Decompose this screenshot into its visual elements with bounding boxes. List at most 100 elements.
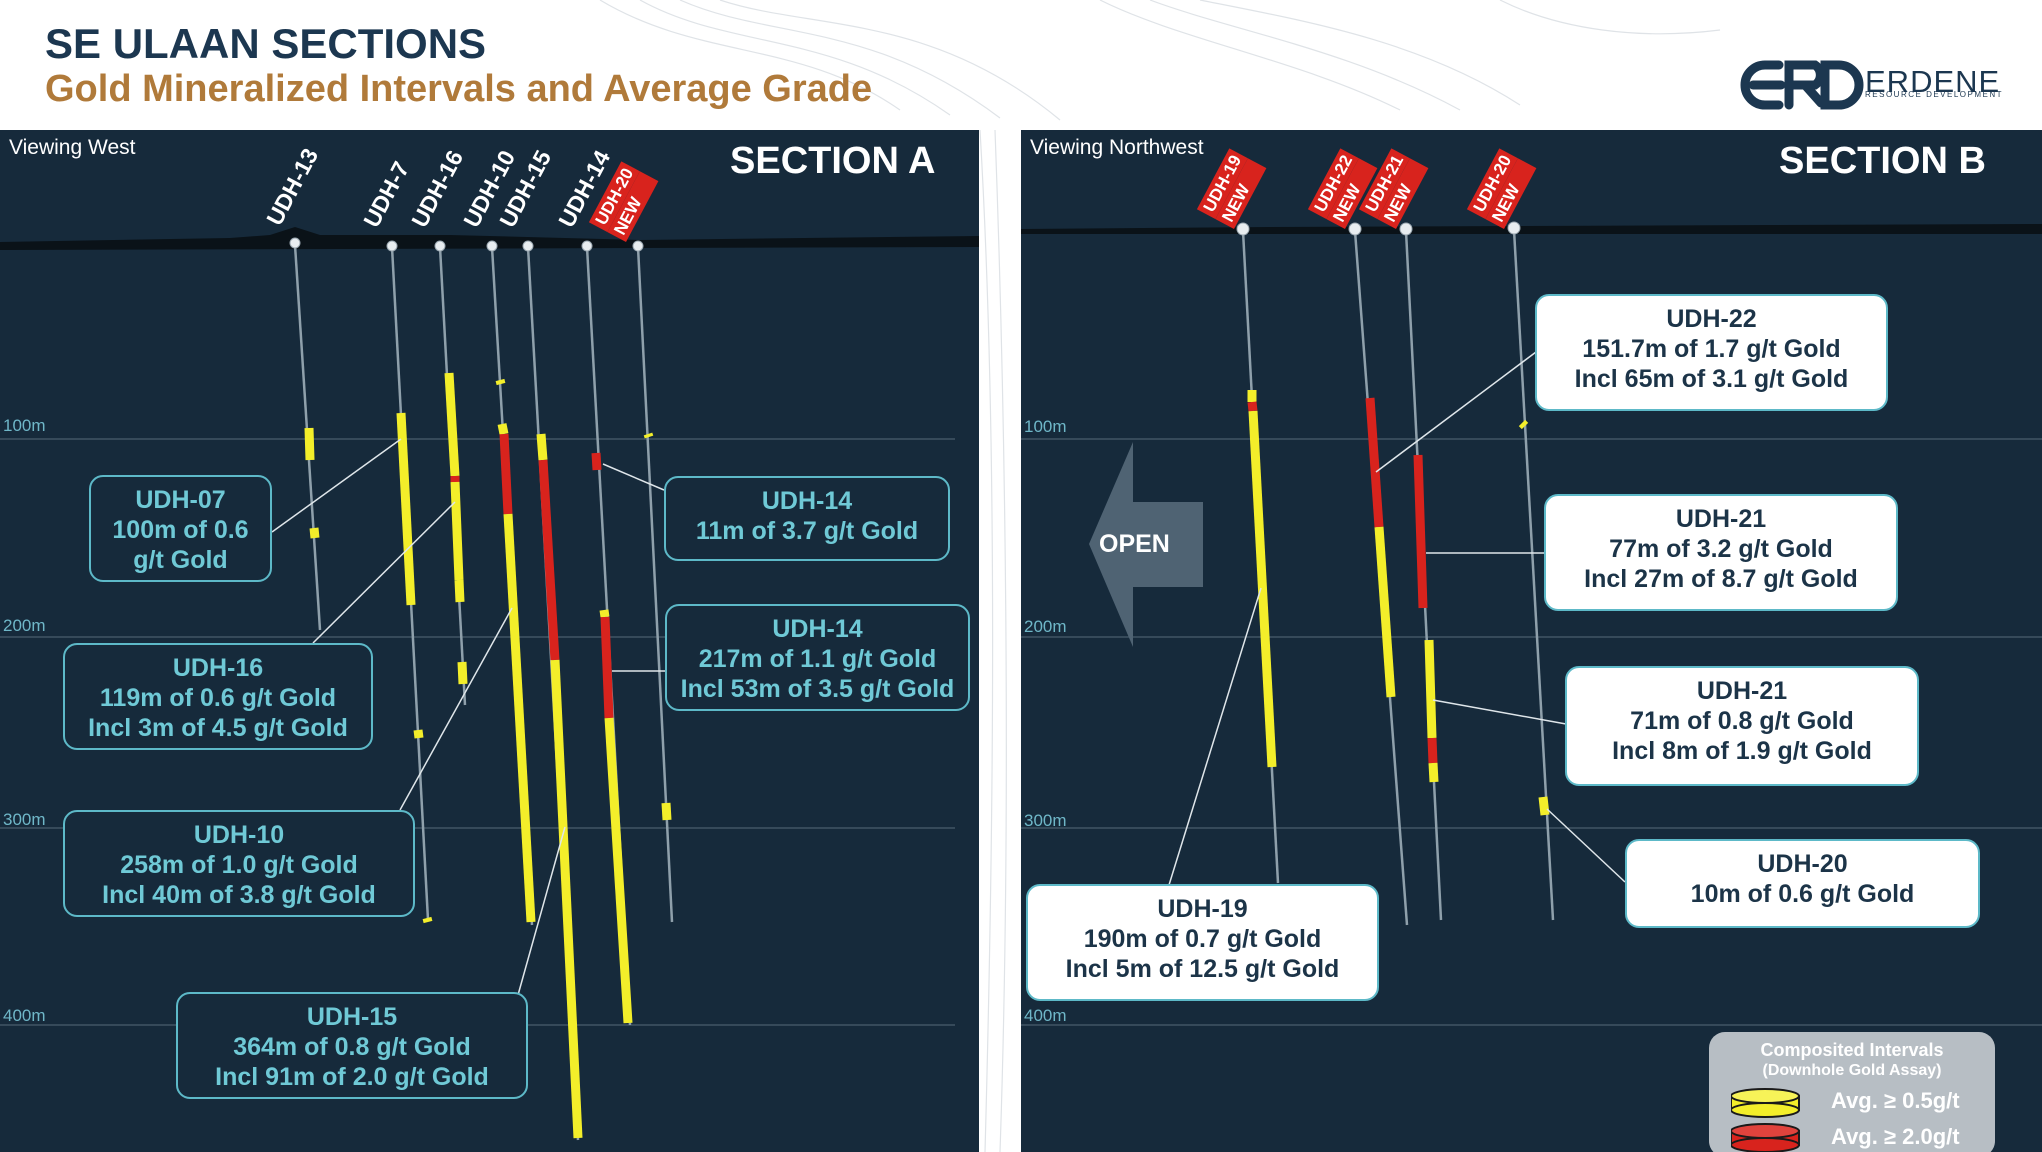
- callout-title: UDH-16: [172, 654, 264, 682]
- interval-udh-10-red: [499, 433, 513, 515]
- callout-udh-22: UDH-22 151.7m of 1.7 g/t Gold Incl 65m o…: [1535, 294, 1888, 411]
- callout-title: UDH-14: [761, 487, 853, 515]
- callout-udh-14-lower: UDH-14 217m of 1.1 g/t Gold Incl 53m of …: [665, 604, 970, 711]
- interval-udh-10-a: [495, 378, 506, 386]
- logo-tagline: RESOURCE DEVELOPMENT: [1865, 90, 2004, 99]
- callout-title: UDH-15: [306, 1003, 398, 1031]
- collar-udh-19: [1236, 222, 1250, 236]
- interval-udh-13-a: [304, 427, 315, 461]
- callout-udh-16: UDH-16 119m of 0.6 g/t Gold Incl 3m of 4…: [63, 643, 373, 750]
- callout-line: Incl 27m of 8.7 g/t Gold: [1584, 565, 1858, 593]
- interval-udh-20-a: [1518, 419, 1529, 430]
- depth-label-400m: 400m: [3, 1006, 46, 1025]
- collar-udh-20: [632, 240, 644, 252]
- collar-udh-20: [1507, 221, 1521, 235]
- callout-title: UDH-19: [1157, 895, 1248, 923]
- collar-udh-7: [386, 240, 398, 252]
- interval-udh-7-main: [396, 412, 416, 606]
- section-a-drill-diagram: [0, 227, 979, 1141]
- logo-wordmark: ERDENE: [1865, 64, 2001, 99]
- callout-line: 100m of 0.6: [112, 516, 249, 544]
- callout-title: UDH-14: [772, 615, 863, 643]
- leader-udh-16: [312, 501, 456, 644]
- callout-line: 11m of 3.7 g/t Gold: [695, 517, 919, 545]
- callout-title: UDH-22: [1666, 305, 1757, 333]
- callout-udh-19: UDH-19 190m of 0.7 g/t Gold Incl 5m of 1…: [1026, 884, 1379, 1001]
- interval-udh-15-main: [550, 659, 583, 1139]
- callout-line: Incl 40m of 3.8 g/t Gold: [102, 881, 376, 909]
- interval-udh-21-red-b: [1427, 737, 1438, 764]
- page-subtitle: Gold Mineralized Intervals and Average G…: [45, 68, 873, 110]
- legend-swatch-red: [1731, 1123, 1800, 1152]
- callout-title: UDH-20: [1757, 850, 1848, 878]
- depth-label-400m: 400m: [1024, 1006, 1067, 1025]
- callout-line: 119m of 0.6 g/t Gold: [99, 684, 337, 712]
- callout-line: g/t Gold: [133, 546, 228, 574]
- leader-udh-14-a: [602, 463, 665, 491]
- collar-udh-14: [581, 240, 593, 252]
- section-b-drill-diagram: [1021, 221, 2042, 1026]
- callout-udh-07: UDH-07 100m of 0.6 g/t Gold: [89, 475, 272, 582]
- callout-line: Incl 8m of 1.9 g/t Gold: [1612, 737, 1872, 765]
- depth-label-100m: 100m: [3, 416, 46, 435]
- leader-udh-15: [517, 826, 566, 996]
- collar-udh-15: [522, 240, 534, 252]
- callout-title: UDH-10: [193, 821, 285, 849]
- section-a-viewing-direction: Viewing West: [9, 136, 136, 159]
- collar-udh-13: [289, 237, 301, 249]
- depth-label-100m: 100m: [1024, 417, 1067, 436]
- interval-udh-7-b: [413, 729, 424, 739]
- callout-udh-21-upper: UDH-21 77m of 3.2 g/t Gold Incl 27m of 8…: [1544, 494, 1898, 611]
- page-title: SE ULAAN SECTIONS: [45, 20, 487, 67]
- interval-udh-20-a: [643, 432, 654, 439]
- interval-udh-21-c: [1428, 762, 1439, 783]
- interval-udh-22-main: [1374, 526, 1396, 698]
- callout-udh-14-upper: UDH-14 11m of 3.7 g/t Gold: [664, 476, 950, 561]
- leader-udh-19: [1168, 587, 1262, 886]
- drillhole-trace-udh-20: [636, 246, 674, 923]
- interval-udh-13-b: [309, 527, 320, 539]
- callout-line: 364m of 0.8 g/t Gold: [233, 1033, 471, 1061]
- callout-line: Incl 5m of 12.5 g/t Gold: [1065, 955, 1340, 983]
- callout-line: 71m of 0.8 g/t Gold: [1630, 707, 1854, 735]
- legend-swatch-yellow: [1731, 1088, 1800, 1118]
- interval-udh-20-b: [1538, 796, 1550, 816]
- interval-udh-15-red: [538, 459, 560, 661]
- legend: Composited Intervals (Downhole Gold Assa…: [1709, 1032, 1995, 1152]
- depth-label-200m: 200m: [3, 616, 46, 635]
- callout-line: 217m of 1.1 g/t Gold: [698, 645, 937, 673]
- section-a-panel: Viewing West SECTION A 100m 200m 300m 40…: [0, 130, 979, 1152]
- interval-udh-16-c: [454, 579, 465, 603]
- interval-udh-14-red-a: [591, 452, 602, 471]
- depth-label-200m: 200m: [1024, 617, 1067, 636]
- ground-surface: [0, 227, 979, 250]
- callout-line: Incl 3m of 4.5 g/t Gold: [88, 714, 348, 742]
- interval-udh-19-main: [1248, 410, 1277, 768]
- callout-line: 151.7m of 1.7 g/t Gold: [1582, 335, 1841, 363]
- collar-udh-22: [1348, 222, 1362, 236]
- section-b-panel: Viewing Northwest SECTION B 100m 200m 30…: [1021, 130, 2042, 1152]
- interval-udh-14-main: [604, 717, 633, 1024]
- interval-udh-14-top: [599, 609, 610, 618]
- callout-line: Incl 53m of 3.5 g/t Gold: [680, 675, 955, 703]
- depth-label-300m: 300m: [3, 810, 46, 829]
- interval-udh-21-red-a: [1413, 454, 1428, 609]
- interval-udh-19-red: [1247, 401, 1258, 412]
- legend-swatches: [1731, 1088, 1800, 1152]
- callout-line: 258m of 1.0 g/t Gold: [120, 851, 358, 879]
- callout-title: UDH-07: [135, 486, 226, 514]
- callout-line: 10m of 0.6 g/t Gold: [1690, 880, 1915, 908]
- interval-udh-21-b: [1424, 639, 1437, 739]
- leader-udh-22: [1375, 351, 1537, 473]
- callout-udh-21-lower: UDH-21 71m of 0.8 g/t Gold Incl 8m of 1.…: [1565, 666, 1919, 786]
- section-a-title: SECTION A: [730, 140, 936, 182]
- collar-udh-16: [434, 240, 446, 252]
- legend-label-yellow: Avg. ≥ 0.5g/t: [1831, 1088, 1960, 1113]
- callout-title: UDH-21: [1675, 505, 1767, 533]
- interval-udh-10-main: [503, 513, 536, 923]
- leader-udh-20: [1546, 808, 1626, 883]
- section-b-title: SECTION B: [1779, 140, 1986, 182]
- ground-surface: [1021, 224, 2042, 234]
- callout-line: 190m of 0.7 g/t Gold: [1083, 925, 1322, 953]
